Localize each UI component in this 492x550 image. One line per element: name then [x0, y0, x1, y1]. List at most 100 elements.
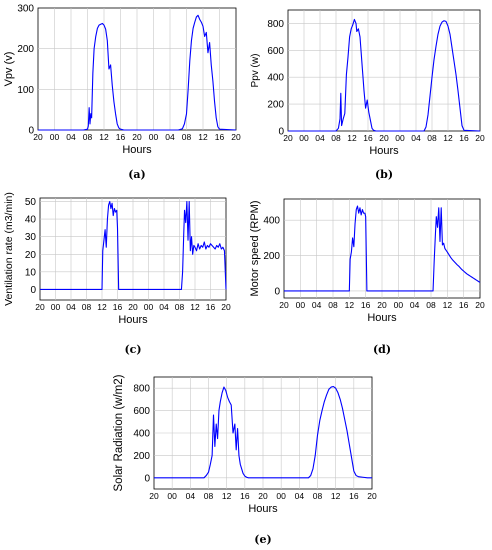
y-tick-label: 400 — [263, 216, 280, 227]
series-line — [288, 18, 481, 132]
x-tick-label: 20 — [367, 491, 377, 501]
y-tick-label: 400 — [133, 429, 150, 440]
x-tick-label: 08 — [427, 133, 437, 143]
chart-d: 20 00 04 08 12 16 20 00 04 08 12 16 20 0 200 400 Hours Mo… — [246, 185, 492, 365]
y-axis-label: Motor speed (RPM) — [249, 201, 261, 297]
y-tick-label: 600 — [267, 46, 284, 57]
y-tick-label: 200 — [263, 251, 280, 262]
x-tick-label: 16 — [116, 132, 126, 142]
x-tick-label: 16 — [113, 302, 123, 312]
y-tick-label: 600 — [133, 406, 150, 417]
x-tick-label: 08 — [175, 302, 185, 312]
x-tick-label: 12 — [222, 491, 232, 501]
y-tick-label: 400 — [267, 73, 284, 84]
y-tick-label: 30 — [25, 232, 37, 243]
chart-svg-b: 20 00 04 08 12 16 20 00 04 08 12 16 200200400600800H… — [250, 9, 485, 181]
figure-caption: (d) — [373, 343, 391, 356]
x-tick-label: 08 — [328, 300, 338, 310]
x-tick-label: 08 — [204, 491, 214, 501]
y-tick-label: 100 — [17, 85, 34, 96]
y-tick-label: 0 — [278, 127, 284, 138]
x-tick-label: 04 — [410, 300, 420, 310]
figure-caption: (c) — [124, 343, 141, 356]
x-tick-label: 16 — [206, 302, 216, 312]
series-line — [284, 205, 481, 292]
x-axis-label: Hours — [369, 145, 399, 157]
x-tick-label: 00 — [394, 300, 404, 310]
figure-caption: (b) — [375, 168, 393, 181]
x-tick-label: 04 — [159, 302, 169, 312]
x-tick-label: 16 — [459, 133, 469, 143]
y-tick-label: 0 — [144, 473, 150, 484]
y-tick-label: 0 — [274, 286, 280, 297]
y-tick-label: 800 — [133, 384, 150, 395]
x-tick-label: 00 — [276, 491, 286, 501]
x-tick-label: 20 — [132, 132, 142, 142]
x-axis-label: Hours — [118, 314, 148, 326]
chart-svg-d: 20 00 04 08 12 16 20 00 04 08 12 16 200200400HoursMo… — [249, 198, 485, 356]
y-tick-label: 200 — [17, 44, 34, 55]
x-tick-label: 00 — [51, 302, 61, 312]
y-tick-label: 200 — [267, 100, 284, 111]
x-tick-label: 16 — [363, 133, 373, 143]
x-tick-label: 20 — [475, 300, 485, 310]
x-tick-label: 20 — [377, 300, 387, 310]
y-tick-label: 300 — [17, 4, 34, 15]
x-axis-label: Hours — [367, 312, 397, 324]
x-tick-label: 04 — [312, 300, 322, 310]
x-tick-label: 12 — [443, 133, 453, 143]
x-axis-label: Hours — [248, 503, 278, 515]
series-line — [154, 385, 372, 479]
x-tick-label: 20 — [221, 302, 231, 312]
x-tick-label: 12 — [347, 133, 357, 143]
y-tick-label: 0 — [28, 126, 34, 137]
x-tick-label: 12 — [190, 302, 200, 312]
y-tick-label: 20 — [25, 250, 37, 261]
y-axis-label: Ventilation rate (m3/min) — [3, 192, 15, 306]
x-tick-label: 20 — [279, 300, 289, 310]
x-tick-label: 16 — [459, 300, 469, 310]
x-tick-label: 20 — [258, 491, 268, 501]
x-tick-label: 16 — [361, 300, 371, 310]
y-axis-label: Vpv (v) — [3, 52, 15, 87]
x-tick-label: 12 — [99, 132, 109, 142]
figure-caption: (a) — [128, 168, 146, 181]
series-line — [40, 200, 227, 290]
x-tick-label: 04 — [66, 132, 76, 142]
x-tick-label: 12 — [331, 491, 341, 501]
x-tick-label: 00 — [299, 133, 309, 143]
x-tick-label: 12 — [443, 300, 453, 310]
x-tick-label: 04 — [315, 133, 325, 143]
y-tick-label: 50 — [25, 197, 37, 208]
chart-b: 20 00 04 08 12 16 20 00 04 08 12 16 20 0 200 400 600 800 H… — [246, 0, 492, 185]
x-tick-label: 20 — [35, 302, 45, 312]
y-tick-label: 0 — [30, 285, 36, 296]
chart-svg-c: 20 00 04 08 12 16 20 00 04 08 12 16 20 0 10 20 30 40 50 Hou… — [3, 192, 231, 356]
x-tick-label: 16 — [240, 491, 250, 501]
x-tick-label: 00 — [296, 300, 306, 310]
x-tick-label: 16 — [349, 491, 359, 501]
figure-caption: (e) — [254, 533, 271, 546]
x-tick-label: 16 — [215, 132, 225, 142]
y-tick-label: 10 — [25, 267, 37, 278]
x-tick-label: 20 — [475, 133, 485, 143]
x-tick-label: 20 — [128, 302, 138, 312]
chart-a: 20 00 04 08 12 16 20 00 04 08 12 16 20 0 100 200 300 Hour… — [0, 0, 246, 185]
x-tick-label: 12 — [198, 132, 208, 142]
x-tick-label: 08 — [82, 302, 92, 312]
x-tick-label: 20 — [283, 133, 293, 143]
chart-svg-a: 20 00 04 08 12 16 20 00 04 08 12 16 200100200300Hour… — [3, 4, 241, 182]
x-tick-label: 20 — [149, 491, 159, 501]
x-tick-label: 12 — [345, 300, 355, 310]
x-tick-label: 00 — [144, 302, 154, 312]
x-tick-label: 04 — [165, 132, 175, 142]
chart-svg-e: 20 00 04 08 12 16 20 00 04 08 12 16 200200400600800H… — [113, 374, 377, 546]
chart-c: 20 00 04 08 12 16 20 00 04 08 12 16 20 0 10 20 30 40 50 Hou… — [0, 185, 246, 365]
y-tick-label: 800 — [267, 19, 284, 30]
x-tick-label: 20 — [33, 132, 43, 142]
x-tick-label: 04 — [411, 133, 421, 143]
y-axis-label: Ppv (w) — [250, 54, 261, 88]
x-tick-label: 00 — [149, 132, 159, 142]
series-line — [38, 14, 237, 131]
y-axis-label: Solar Radiation (w/m2) — [113, 374, 125, 491]
